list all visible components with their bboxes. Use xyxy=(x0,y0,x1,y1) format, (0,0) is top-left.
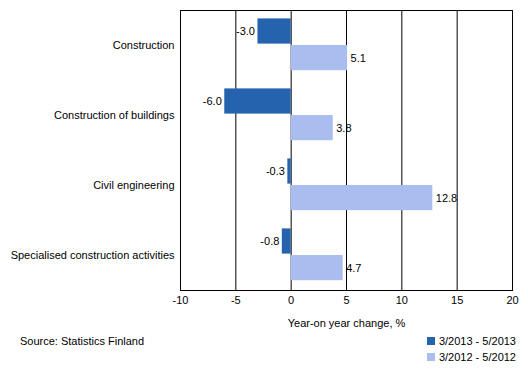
html-text:3/2013 - 5/2013: 3/2013 - 5/2013 xyxy=(438,335,516,347)
svg-text:15: 15 xyxy=(451,294,463,306)
html-text:Source: Statistics Finland: Source: Statistics Finland xyxy=(20,335,145,347)
svg-text:-10: -10 xyxy=(173,294,189,306)
svg-text:20: 20 xyxy=(506,294,518,306)
svg-text:-3.0: -3.0 xyxy=(236,25,255,37)
svg-text:Construction: Construction xyxy=(113,39,175,51)
svg-text:5.1: 5.1 xyxy=(351,52,366,64)
svg-text:Construction of buildings: Construction of buildings xyxy=(54,109,175,121)
svg-text:5: 5 xyxy=(343,294,349,306)
svg-text:0: 0 xyxy=(288,294,294,306)
svg-text:Civil engineering: Civil engineering xyxy=(93,179,174,191)
svg-text:-5: -5 xyxy=(231,294,241,306)
svg-text:10: 10 xyxy=(396,294,408,306)
svg-text:3.8: 3.8 xyxy=(336,122,351,134)
svg-text:-6.0: -6.0 xyxy=(203,95,222,107)
svg-text:Year-on year change, %: Year-on year change, % xyxy=(288,317,406,329)
svg-text:-0.8: -0.8 xyxy=(260,235,279,247)
svg-text:4.7: 4.7 xyxy=(346,262,361,274)
html-text:3/2012 - 5/2012: 3/2012 - 5/2012 xyxy=(438,351,516,363)
svg-text:12.8: 12.8 xyxy=(436,192,457,204)
svg-text:-0.3: -0.3 xyxy=(266,165,285,177)
svg-text:Specialised construction activ: Specialised construction activities xyxy=(11,249,175,261)
